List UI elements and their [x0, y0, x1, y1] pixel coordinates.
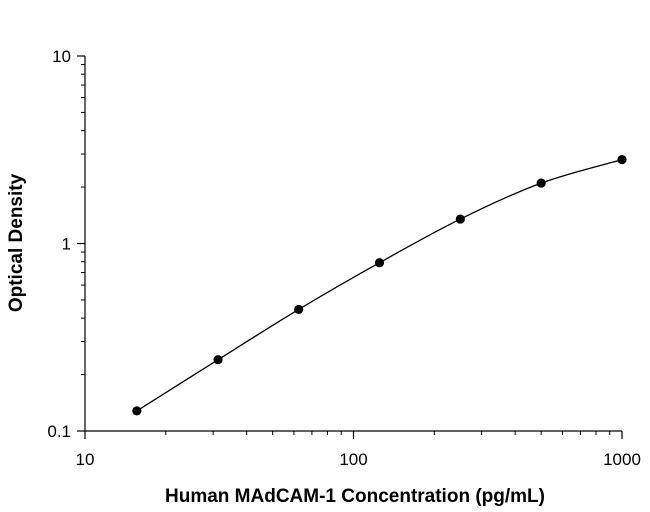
data-points	[132, 155, 627, 416]
y-tick-label: 0.1	[47, 422, 71, 441]
y-tick-label: 1	[62, 235, 71, 254]
data-point	[455, 214, 465, 224]
fit-curve	[136, 159, 623, 412]
axes	[84, 56, 622, 432]
data-point	[374, 258, 385, 268]
x-tick-label: 1000	[603, 450, 641, 469]
y-axis-title: Optical Density	[6, 173, 27, 312]
ticks: 10 100 1000 0.1 1 10	[47, 47, 641, 469]
y-tick-label: 10	[52, 47, 71, 66]
data-point	[536, 178, 546, 188]
data-point	[617, 155, 627, 165]
data-point	[294, 304, 304, 315]
x-tick-label: 100	[339, 450, 367, 469]
data-point	[213, 355, 223, 365]
data-point	[132, 406, 142, 416]
x-axis-title: Human MAdCAM-1 Concentration (pg/mL)	[165, 486, 545, 507]
x-tick-label: 10	[76, 450, 95, 469]
